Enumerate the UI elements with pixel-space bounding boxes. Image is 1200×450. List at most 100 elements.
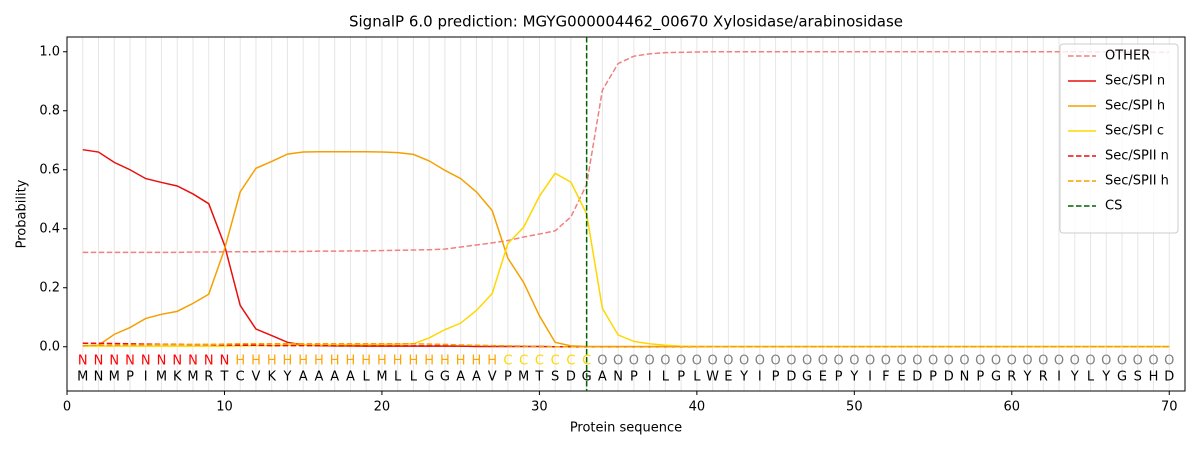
region-label: N <box>125 353 135 368</box>
x-tick-label: 50 <box>846 400 863 415</box>
axes-frame <box>66 36 1186 392</box>
residue-label: N <box>94 369 104 384</box>
residue-label: V <box>252 369 261 384</box>
residue-label: L <box>1087 369 1095 384</box>
x-tick-label: 10 <box>216 400 233 415</box>
residue-label: L <box>394 369 402 384</box>
region-label: N <box>172 353 182 368</box>
residue-label: H <box>1149 369 1159 384</box>
residue-label: D <box>1164 369 1174 384</box>
region-label: H <box>283 353 293 368</box>
legend-label: OTHER <box>1105 49 1150 64</box>
region-label: C <box>535 353 544 368</box>
legend-label: Sec/SPII n <box>1105 149 1169 164</box>
residue-label: I <box>144 369 148 384</box>
series-line <box>82 343 1170 348</box>
region-label: C <box>519 353 528 368</box>
residue-label: L <box>410 369 418 384</box>
residue-label: A <box>299 369 308 384</box>
region-label: O <box>865 353 875 368</box>
residue-label: G <box>802 369 812 384</box>
residue-label: P <box>677 369 685 384</box>
residue-label: N <box>960 369 970 384</box>
region-label: O <box>944 353 954 368</box>
residue-label: M <box>77 369 88 384</box>
region-label: H <box>456 353 466 368</box>
region-label: O <box>928 353 938 368</box>
y-axis-label: Probability <box>15 179 30 248</box>
region-label: O <box>770 353 780 368</box>
residue-label: D <box>566 369 576 384</box>
y-tick-label: 0.4 <box>39 221 60 236</box>
residue-label: I <box>1057 369 1061 384</box>
region-label: O <box>1148 353 1158 368</box>
residue-label: R <box>1007 369 1016 384</box>
residue-label: I <box>758 369 762 384</box>
region-label: O <box>613 353 623 368</box>
residue-label: Y <box>1101 369 1110 384</box>
region-label: O <box>755 353 765 368</box>
region-label: H <box>314 353 324 368</box>
residue-label: S <box>551 369 559 384</box>
region-label: C <box>566 353 575 368</box>
y-tick-label: 0.8 <box>39 103 60 118</box>
region-label: O <box>707 353 717 368</box>
x-tick-label: 40 <box>689 400 706 415</box>
residue-label: G <box>424 369 434 384</box>
region-label: H <box>472 353 482 368</box>
residue-label: G <box>991 369 1001 384</box>
region-label: N <box>220 353 230 368</box>
region-label: H <box>377 353 387 368</box>
region-label: O <box>833 353 843 368</box>
residue-label: A <box>330 369 339 384</box>
residue-label: M <box>187 369 198 384</box>
chart-title: SignalP 6.0 prediction: MGYG000004462_00… <box>349 13 903 32</box>
region-label: O <box>912 353 922 368</box>
residue-label: M <box>109 369 120 384</box>
region-label: O <box>692 353 702 368</box>
residue-label: P <box>504 369 512 384</box>
region-label: H <box>330 353 340 368</box>
residue-label: K <box>267 369 276 384</box>
residue-label: W <box>706 369 719 384</box>
residue-label: I <box>868 369 872 384</box>
residue-label: E <box>724 369 732 384</box>
region-label: O <box>739 353 749 368</box>
region-label: N <box>109 353 119 368</box>
region-label: O <box>849 353 859 368</box>
residue-label: L <box>363 369 371 384</box>
region-label: H <box>235 353 245 368</box>
legend-label: Sec/SPI h <box>1105 99 1165 114</box>
region-label: N <box>78 353 88 368</box>
region-label: O <box>818 353 828 368</box>
residue-label: E <box>819 369 827 384</box>
legend-label: Sec/SPI n <box>1105 74 1165 89</box>
residue-label: C <box>236 369 245 384</box>
residue-label: T <box>219 369 228 384</box>
region-label: O <box>1101 353 1111 368</box>
residue-label: D <box>786 369 796 384</box>
residue-label: M <box>156 369 167 384</box>
residue-label: V <box>488 369 497 384</box>
residue-label: M <box>376 369 387 384</box>
legend-label: Sec/SPI c <box>1105 124 1164 139</box>
residue-label: D <box>912 369 922 384</box>
region-label: O <box>881 353 891 368</box>
y-tick-label: 0.2 <box>39 280 60 295</box>
region-label: H <box>251 353 261 368</box>
region-label: O <box>1085 353 1095 368</box>
region-label: O <box>896 353 906 368</box>
region-label: N <box>141 353 151 368</box>
region-label: C <box>551 353 560 368</box>
region-label: O <box>1164 353 1174 368</box>
residue-label: R <box>204 369 213 384</box>
region-label: O <box>1038 353 1048 368</box>
region-label: O <box>786 353 796 368</box>
region-label: H <box>409 353 419 368</box>
y-tick-label: 0.0 <box>39 339 60 354</box>
region-label: H <box>361 353 371 368</box>
x-tick-label: 70 <box>1161 400 1178 415</box>
residue-label: L <box>693 369 701 384</box>
residue-label: E <box>897 369 905 384</box>
